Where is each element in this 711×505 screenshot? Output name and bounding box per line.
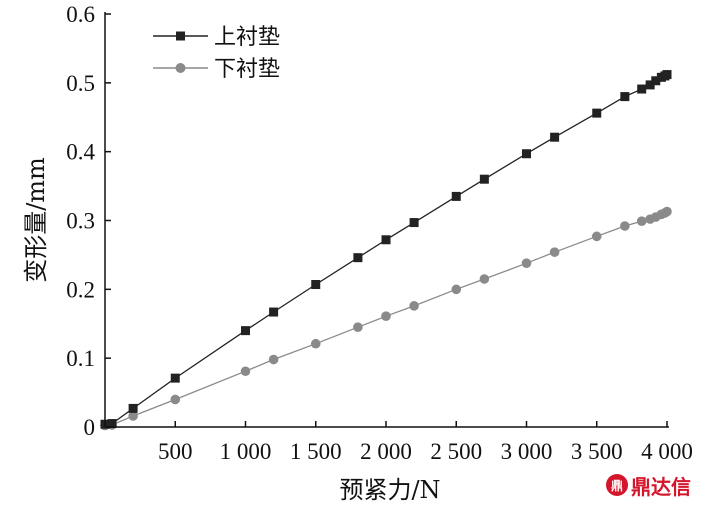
data-point	[409, 218, 419, 228]
y-tick-label: 0.4	[66, 140, 95, 165]
data-point	[241, 326, 250, 336]
legend-marker	[176, 31, 185, 41]
y-tick-label: 0.6	[66, 2, 95, 27]
data-point	[591, 231, 602, 242]
legend-label: 下衬垫	[214, 57, 280, 82]
data-point	[592, 108, 602, 118]
legend-marker	[175, 63, 186, 73]
series-line	[104, 74, 668, 425]
watermark-text: 鼎达信	[631, 474, 691, 499]
y-ticks: 0 0.1 0.2 0.3 0.4 0.5 0.6	[66, 2, 111, 440]
x-ticks: 500 1 000 1 500 2 000 2 500 3 000 3 500 4 000	[158, 421, 693, 464]
data-point	[170, 373, 180, 383]
watermark-logo-icon: 鼎	[606, 474, 628, 496]
y-tick-label: 0.1	[66, 346, 95, 371]
data-point	[311, 280, 321, 290]
data-point	[381, 235, 391, 245]
data-point	[636, 216, 647, 226]
data-point	[381, 311, 391, 321]
y-tick-label: 0.3	[66, 209, 95, 234]
legend-item: 下衬垫	[153, 57, 280, 82]
data-point	[128, 403, 138, 413]
data-point	[353, 322, 363, 332]
data-point	[522, 149, 531, 159]
series-1	[100, 70, 672, 429]
data-point	[409, 301, 419, 311]
data-point	[269, 307, 279, 317]
data-point	[170, 394, 181, 405]
data-point	[645, 80, 655, 90]
data-point	[662, 206, 672, 217]
x-tick-label: 3 500	[571, 439, 623, 464]
x-axis-title: 预紧力/N	[339, 476, 440, 504]
legend-item: 上衬垫	[153, 25, 280, 50]
x-tick-label: 1 500	[290, 439, 342, 464]
data-point	[620, 221, 630, 231]
data-point	[353, 253, 363, 263]
x-tick-label: 2 500	[430, 439, 482, 464]
y-tick-label: 0	[84, 415, 96, 440]
data-point	[128, 411, 138, 421]
data-point	[479, 274, 490, 284]
watermark: 鼎 鼎达信	[606, 470, 691, 500]
data-point	[479, 174, 489, 184]
data-point	[451, 284, 462, 295]
legend-label: 上衬垫	[214, 25, 280, 50]
data-point	[637, 84, 647, 94]
data-point	[268, 354, 279, 365]
plot-marks	[100, 70, 672, 431]
data-point	[550, 132, 560, 142]
data-point	[651, 76, 661, 86]
y-axis-title: 变形量/mm	[22, 157, 50, 283]
x-tick-label: 500	[158, 439, 193, 464]
data-point	[620, 92, 630, 102]
data-point	[451, 191, 461, 201]
data-point	[310, 338, 321, 349]
data-point	[549, 247, 560, 257]
data-point	[107, 419, 117, 429]
data-point	[662, 70, 672, 80]
x-tick-label: 1 000	[220, 439, 272, 464]
data-point	[521, 258, 532, 268]
y-tick-label: 0.5	[66, 71, 95, 96]
data-point	[240, 366, 251, 377]
x-tick-label: 2 000	[360, 439, 412, 464]
y-tick-label: 0.2	[66, 277, 95, 302]
series-2	[100, 206, 672, 431]
x-tick-label: 4 000	[641, 439, 693, 464]
x-tick-label: 3 000	[501, 439, 553, 464]
